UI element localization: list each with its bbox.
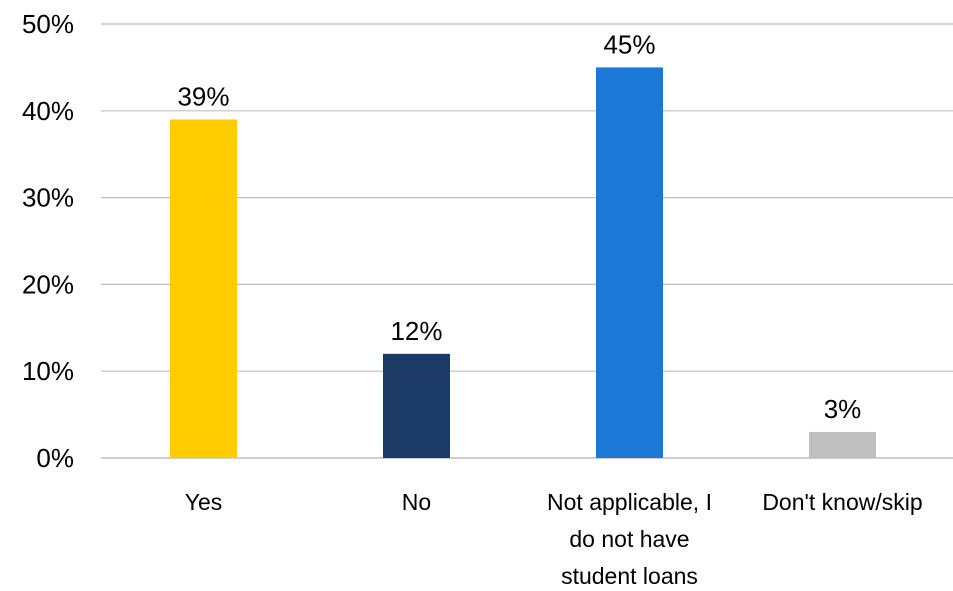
x-tick-label: Yes bbox=[185, 489, 223, 515]
bars bbox=[170, 67, 876, 459]
y-tick-label: 0% bbox=[36, 443, 74, 473]
y-tick-label: 30% bbox=[22, 183, 74, 213]
x-tick-label: No bbox=[402, 489, 431, 515]
bar bbox=[809, 431, 876, 458]
data-labels: 39% 12% 45% 3% bbox=[177, 29, 861, 424]
data-label: 12% bbox=[390, 316, 442, 346]
x-tick-label: Don't know/skip bbox=[762, 489, 922, 515]
x-tick-label: Not applicable, I do not have student loan… bbox=[547, 489, 712, 589]
x-tick-label-line: student loans bbox=[561, 563, 698, 589]
y-tick-label: 50% bbox=[22, 9, 74, 39]
bar bbox=[383, 353, 450, 458]
y-axis-ticks: 0% 10% 20% 30% 40% 50% bbox=[22, 9, 74, 473]
x-tick-label-line: Not applicable, I bbox=[547, 489, 712, 515]
y-tick-label: 10% bbox=[22, 356, 74, 386]
data-label: 39% bbox=[177, 81, 229, 111]
x-tick-label-line: Yes bbox=[185, 489, 223, 515]
y-tick-label: 20% bbox=[22, 269, 74, 299]
x-tick-label-line: No bbox=[402, 489, 431, 515]
bar bbox=[170, 119, 237, 458]
y-tick-label: 40% bbox=[22, 96, 74, 126]
x-tick-label-line: Don't know/skip bbox=[762, 489, 922, 515]
data-label: 45% bbox=[603, 29, 655, 59]
data-label: 3% bbox=[824, 394, 862, 424]
x-tick-label-line: do not have bbox=[569, 526, 689, 552]
x-axis-labels: Yes No Not applicable, I do not have student… bbox=[185, 489, 923, 589]
bar bbox=[596, 67, 663, 459]
